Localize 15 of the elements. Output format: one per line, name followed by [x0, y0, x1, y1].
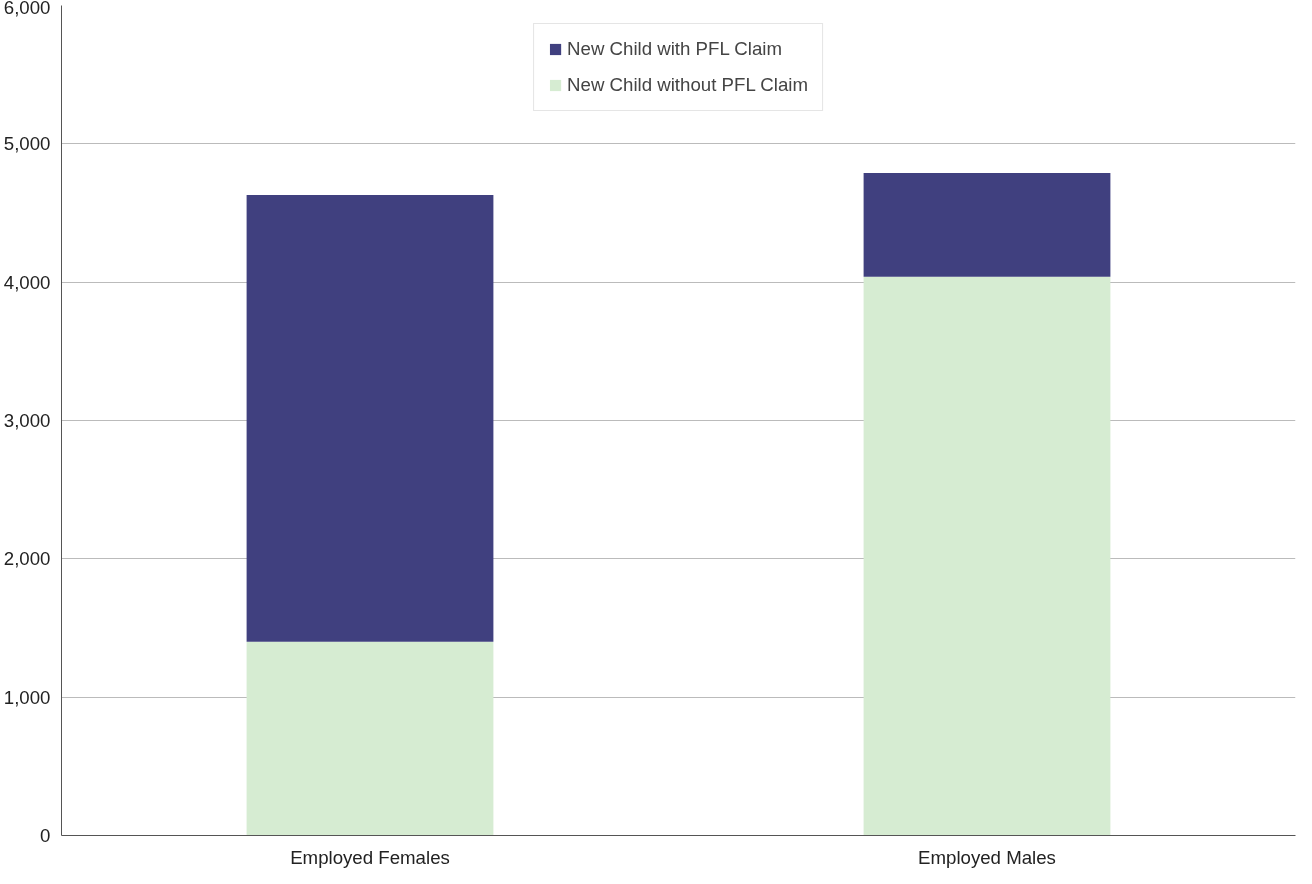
- bar: [246, 195, 494, 642]
- y-tick-label: 2,000: [3, 548, 51, 570]
- bar: [246, 641, 494, 836]
- bar: [863, 172, 1111, 277]
- legend-label: New Child with PFL Claim: [567, 38, 783, 60]
- y-tick-label: 6,000: [3, 0, 51, 18]
- x-tick-label: Employed Males: [918, 846, 1056, 868]
- y-tick-label: 1,000: [3, 686, 51, 708]
- y-tick-label: 4,000: [3, 271, 51, 293]
- y-tick-label: 3,000: [3, 410, 51, 431]
- y-tick-label: 5,000: [3, 133, 51, 155]
- y-tick-label: 0: [40, 825, 51, 846]
- legend-label: New Child without PFL Claim: [567, 74, 808, 96]
- bar: [863, 276, 1111, 836]
- x-tick-label: Employed Females: [290, 846, 450, 868]
